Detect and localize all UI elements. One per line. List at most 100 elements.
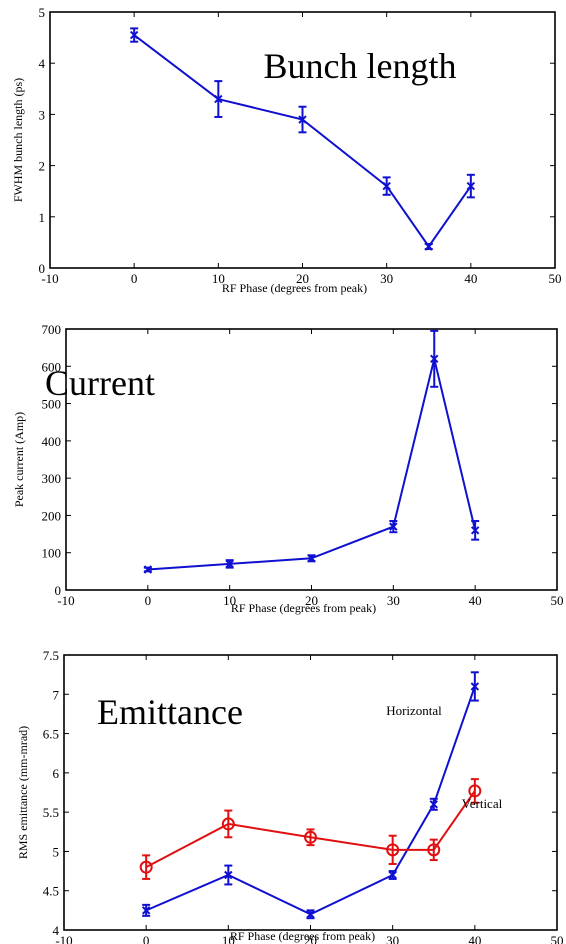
marker-stroke (129, 30, 139, 40)
x-tick-label: 20 (305, 593, 318, 608)
data-point (388, 870, 397, 880)
y-tick-label: 4.5 (43, 884, 59, 899)
series-horizontal (141, 671, 480, 920)
marker-stroke (306, 910, 315, 919)
chart-3: -10 0 10 20 30 40 50 4 4.5 5 5.5 6 6.5 7 7.5 RF Phase (… (16, 648, 564, 944)
marker-stroke (466, 181, 476, 191)
series-line (145, 790, 476, 869)
marker-stroke (224, 870, 233, 880)
series-line (147, 358, 477, 571)
chart-title: Current (45, 363, 155, 403)
data-point (424, 242, 433, 251)
x-tick-label: 10 (222, 933, 235, 944)
y-axis-label: RMS emittance (mm-mrad) (16, 726, 30, 859)
data-point (389, 522, 398, 531)
x-tick-label: 10 (212, 271, 225, 286)
data-point (382, 181, 391, 191)
x-axis-label: RF Phase (degrees from peak) (231, 601, 376, 615)
y-tick-label: 3 (39, 107, 46, 122)
x-axis-label: RF Phase (degrees from peak) (222, 281, 367, 295)
x-tick-label: 30 (380, 271, 393, 286)
marker-stroke (424, 242, 433, 251)
y-tick-label: 500 (42, 397, 62, 412)
marker-stroke (389, 522, 398, 531)
data-point (214, 94, 223, 104)
marker-stroke (470, 682, 480, 691)
marker-stroke (298, 115, 307, 124)
y-tick-label: 300 (42, 471, 62, 486)
x-tick-label: 50 (551, 593, 564, 608)
y-tick-label: 5.5 (43, 805, 59, 820)
data-point (427, 843, 441, 857)
marker-stroke (225, 559, 234, 569)
y-tick-label: 600 (42, 359, 62, 374)
y-tick-label: 5 (53, 844, 60, 859)
x-tick-label: 40 (464, 271, 477, 286)
x-tick-label: 0 (145, 593, 152, 608)
x-tick-label: -10 (57, 593, 74, 608)
y-tick-label: 200 (42, 508, 62, 523)
data-point (139, 860, 153, 874)
data-point (466, 181, 476, 191)
y-tick-label: 4 (39, 56, 46, 71)
x-tick-label: 0 (131, 271, 138, 286)
x-tick-label: 50 (549, 271, 562, 286)
chart-title: Emittance (97, 692, 243, 732)
y-tick-label: 1 (39, 210, 46, 225)
y-tick-label: 6 (53, 766, 60, 781)
x-tick-label: 20 (304, 933, 317, 944)
x-tick-label: 10 (223, 593, 236, 608)
y-axis-label: FWHM bunch length (ps) (11, 78, 25, 202)
x-tick-label: 40 (468, 933, 481, 944)
marker-stroke (307, 554, 316, 563)
data-point (141, 906, 151, 915)
x-tick-label: 50 (551, 933, 564, 944)
x-tick-label: -10 (55, 933, 72, 944)
data-point (307, 554, 316, 563)
x-tick-label: 20 (296, 271, 309, 286)
x-tick-label: -10 (41, 271, 58, 286)
data-point (221, 817, 235, 831)
x-tick-label: 40 (469, 593, 482, 608)
marker-stroke (388, 870, 397, 880)
marker-stroke (382, 181, 391, 191)
x-tick-label: 30 (386, 933, 399, 944)
series-line (133, 34, 472, 249)
y-tick-label: 100 (42, 546, 62, 561)
data-point (470, 526, 480, 535)
series-label: Horizontal (386, 703, 442, 718)
series-label: Vertical (462, 796, 503, 811)
series-1 (143, 329, 480, 574)
marker-stroke (429, 800, 438, 809)
y-tick-label: 7.5 (43, 648, 59, 663)
data-point (225, 559, 234, 569)
data-point (306, 910, 315, 919)
data-point (224, 870, 233, 880)
y-axis-label: Peak current (Amp) (12, 412, 26, 507)
data-point (129, 30, 139, 40)
series-line (145, 686, 476, 916)
data-point (468, 784, 482, 798)
data-point (143, 565, 153, 574)
y-tick-label: 0 (39, 261, 46, 276)
marker-stroke (470, 526, 480, 535)
series-1 (129, 27, 476, 251)
y-tick-label: 0 (55, 583, 62, 598)
y-tick-label: 7 (53, 687, 60, 702)
x-tick-label: 0 (143, 933, 150, 944)
y-tick-label: 4 (53, 923, 60, 938)
marker-stroke (141, 906, 151, 915)
data-point (304, 830, 317, 844)
marker-stroke (430, 354, 439, 364)
marker-stroke (143, 565, 153, 574)
data-point (298, 115, 307, 124)
series-vertical (139, 778, 482, 880)
y-tick-label: 400 (42, 434, 62, 449)
data-point (470, 682, 480, 691)
x-tick-label: 30 (387, 593, 400, 608)
data-point (430, 354, 439, 364)
data-point (386, 843, 400, 857)
y-tick-label: 6.5 (43, 727, 59, 742)
